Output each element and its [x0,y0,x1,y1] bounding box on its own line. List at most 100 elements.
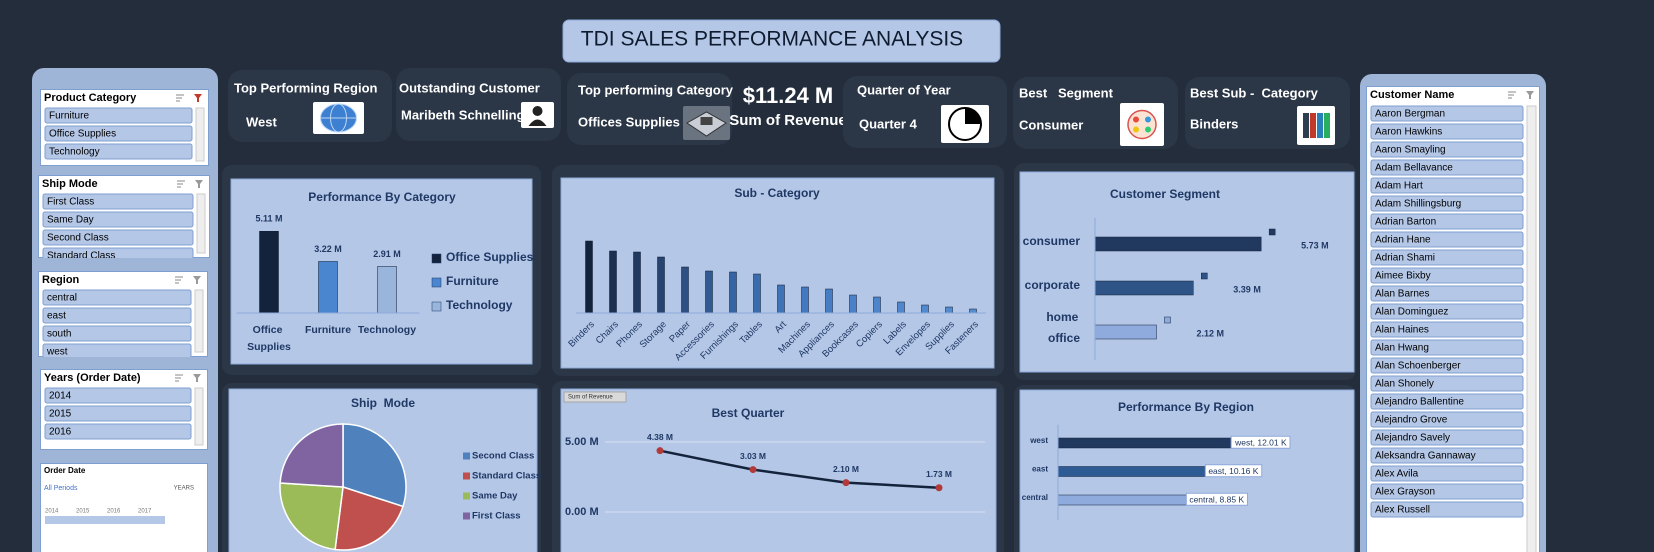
slicer-item-label: Alex Grayson [1375,487,1435,498]
slicer-item-label: Alan Shonely [1375,379,1434,390]
slicer-item-label: Technology [49,147,100,158]
slicer-item-label: central [47,293,77,304]
data-label: 1.73 M [926,469,952,479]
bar [1094,280,1194,296]
slicer-clear[interactable] [194,94,202,102]
slicer-item[interactable] [1370,285,1524,302]
slicer-item[interactable] [1370,375,1524,392]
bar [801,286,809,314]
slicer-item[interactable] [44,387,192,404]
slicer-item[interactable] [1370,141,1524,158]
slicer-item[interactable] [1370,303,1524,320]
slicer-item[interactable] [44,143,193,160]
slicer-item[interactable] [1370,411,1524,428]
y-tick-label: west [1029,436,1048,445]
slicer-item[interactable] [1370,501,1524,518]
slicer-item[interactable] [1370,267,1524,284]
slicer-item-label: Adrian Shami [1375,253,1435,264]
slicer-item[interactable] [1370,429,1524,446]
legend-swatch [463,452,470,460]
bar [753,273,761,314]
slicer-item[interactable] [42,325,192,342]
slicer-item[interactable] [1370,321,1524,338]
slicer-item[interactable] [1370,231,1524,248]
slicer-clear[interactable] [195,180,203,188]
slicer-item-label: Furniture [49,111,89,122]
data-label: 4.38 M [647,432,673,442]
slicer-item[interactable] [42,343,192,359]
slicer-item[interactable] [42,193,194,210]
slicer-item-label: Alan Schoenberger [1375,361,1461,372]
slicer-item[interactable] [1370,483,1524,500]
slicer-item[interactable] [44,405,192,422]
legend-swatch [463,512,470,520]
slicer-item[interactable] [1370,123,1524,140]
data-label: east, 10.16 K [1208,466,1258,476]
field-button[interactable] [563,391,627,403]
marker [935,484,943,492]
bar [681,266,689,314]
slicer-item[interactable] [1370,339,1524,356]
timeline: Order Date All Periods YEARS 2014 2015 2016 20… [40,463,208,552]
slicer-item[interactable] [1370,447,1524,464]
slicer-title: Product Category [44,92,137,104]
slicer-item[interactable] [1370,249,1524,266]
timeline-unit: YEARS [174,486,194,492]
slicer-title: Region [42,274,80,286]
slicer-item-label: First Class [47,197,94,208]
slicer-item[interactable] [42,229,194,246]
slicer-item-label: Alex Avila [1375,469,1419,480]
bar [259,230,279,314]
bar [1094,324,1157,340]
data-label: 3.39 M [1233,284,1261,294]
y-tick-label: east [1032,465,1048,474]
slicer-item-label: Alejandro Grove [1375,415,1448,426]
bar [921,304,929,314]
timeline-bar[interactable] [45,516,165,524]
slicer: Ship Mode First Class Same Day Second Class… [38,175,210,263]
slicer-clear[interactable] [1526,91,1534,99]
chart-title: Customer Segment [1110,187,1220,201]
scrollbar [194,387,204,446]
marker [1268,228,1276,236]
data-label: 3.03 M [740,451,766,461]
slicer-item-label: Office Supplies [49,129,116,140]
slicer-item[interactable] [42,211,194,228]
bar [777,284,785,314]
chart-title: Sub - Category [734,186,820,200]
y-tick-label: central [1022,493,1048,502]
pie-icon [965,108,981,124]
slicer-item[interactable] [44,125,193,142]
slicer-item[interactable] [42,307,192,324]
palette-icon [1127,109,1157,140]
desk-icon [700,117,713,125]
data-label: west, 12.01 K [1234,437,1287,447]
slicer-item[interactable] [42,289,192,306]
slicer-icon [175,276,183,284]
legend-swatch [463,492,470,500]
slicer-title: Customer Name [1370,89,1454,101]
data-label-box [1204,464,1263,478]
slicer-item[interactable] [1370,105,1524,122]
slicer-item[interactable] [1370,159,1524,176]
slicer-clear[interactable] [193,276,201,284]
kpi-label: Best Segment [1019,85,1114,100]
slicer-item[interactable] [42,247,194,263]
slicer-item-label: Alejandro Savely [1375,433,1450,444]
slicer-icon [175,374,183,382]
timeline-year: 2015 [76,509,90,515]
slicer-item[interactable] [44,423,192,440]
slicer-item[interactable] [1370,393,1524,410]
chart-title: Ship Mode [351,396,415,410]
slicer-item[interactable] [44,107,193,124]
legend-swatch [431,301,442,312]
slicer-item[interactable] [1370,465,1524,482]
person-icon [528,119,547,126]
slicer-item[interactable] [1370,357,1524,374]
slicer-icon [176,94,184,102]
slicer-item[interactable] [1370,177,1524,194]
slicer-item[interactable] [1370,213,1524,230]
slicer-clear[interactable] [193,374,201,382]
slicer-item[interactable] [1370,195,1524,212]
